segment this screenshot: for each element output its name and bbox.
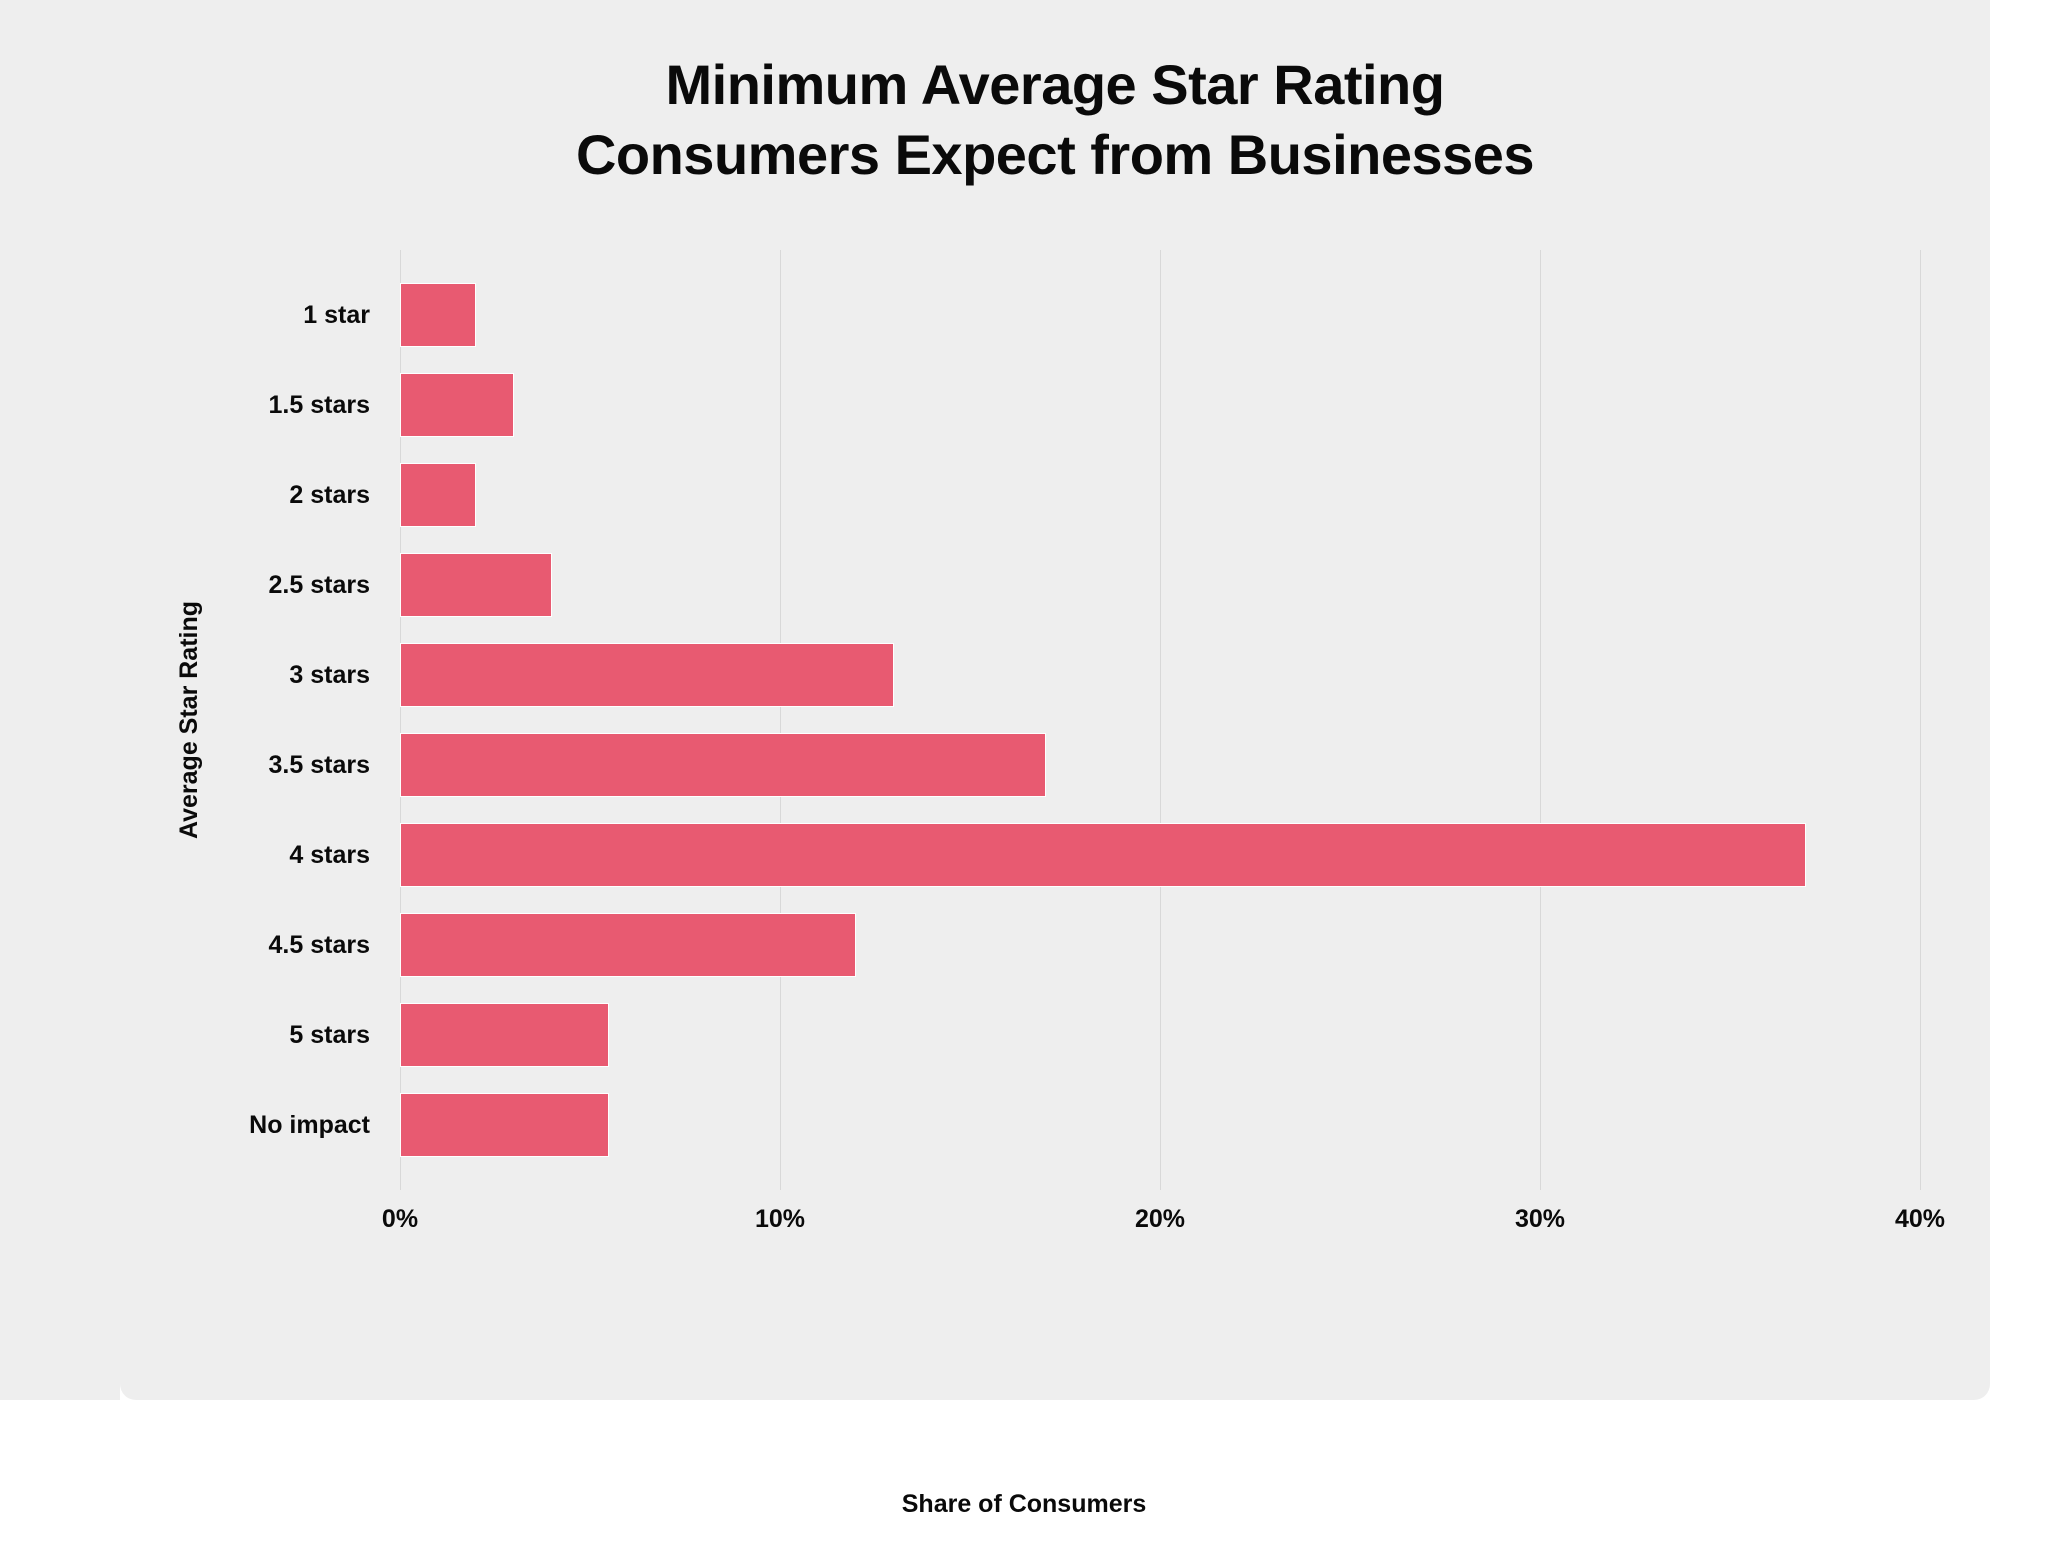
chart-title-line1: Minimum Average Star Rating bbox=[120, 50, 1990, 120]
bar bbox=[400, 1093, 609, 1157]
bar-row bbox=[400, 1093, 1920, 1157]
y-label: 3 stars bbox=[120, 643, 390, 707]
bar-row bbox=[400, 553, 1920, 617]
y-label: 4 stars bbox=[120, 823, 390, 887]
bar bbox=[400, 823, 1806, 887]
x-label: 40% bbox=[1895, 1205, 1945, 1234]
chart-container: Minimum Average Star Rating Consumers Ex… bbox=[120, 0, 1990, 1400]
x-axis-title: Share of Consumers bbox=[902, 1490, 1147, 1519]
bar-row bbox=[400, 1003, 1920, 1067]
y-label: 4.5 stars bbox=[120, 913, 390, 977]
y-label: 2.5 stars bbox=[120, 553, 390, 617]
bar bbox=[400, 643, 894, 707]
bar-row bbox=[400, 733, 1920, 797]
plot-area bbox=[400, 250, 1920, 1190]
y-axis-labels: 1 star 1.5 stars 2 stars 2.5 stars 3 sta… bbox=[120, 270, 390, 1170]
grid-line bbox=[1920, 250, 1921, 1190]
chart-title: Minimum Average Star Rating Consumers Ex… bbox=[120, 0, 1990, 190]
left-background-strip bbox=[0, 0, 120, 1400]
bar bbox=[400, 913, 856, 977]
bar bbox=[400, 283, 476, 347]
y-label: No impact bbox=[120, 1093, 390, 1157]
x-label: 20% bbox=[1135, 1205, 1185, 1234]
x-label: 0% bbox=[382, 1205, 418, 1234]
bar bbox=[400, 463, 476, 527]
y-label: 5 stars bbox=[120, 1003, 390, 1067]
bar bbox=[400, 733, 1046, 797]
chart-title-line2: Consumers Expect from Businesses bbox=[120, 120, 1990, 190]
y-label: 1 star bbox=[120, 283, 390, 347]
bars-container bbox=[400, 270, 1920, 1170]
bar-row bbox=[400, 283, 1920, 347]
bar bbox=[400, 373, 514, 437]
bar bbox=[400, 553, 552, 617]
bar-row bbox=[400, 913, 1920, 977]
bar-row bbox=[400, 643, 1920, 707]
bar bbox=[400, 1003, 609, 1067]
bar-row bbox=[400, 463, 1920, 527]
x-label: 10% bbox=[755, 1205, 805, 1234]
x-axis-labels: 0% 10% 20% 30% 40% bbox=[400, 1205, 1920, 1245]
y-label: 3.5 stars bbox=[120, 733, 390, 797]
bar-row bbox=[400, 823, 1920, 887]
y-label: 1.5 stars bbox=[120, 373, 390, 437]
bar-row bbox=[400, 373, 1920, 437]
y-label: 2 stars bbox=[120, 463, 390, 527]
x-label: 30% bbox=[1515, 1205, 1565, 1234]
